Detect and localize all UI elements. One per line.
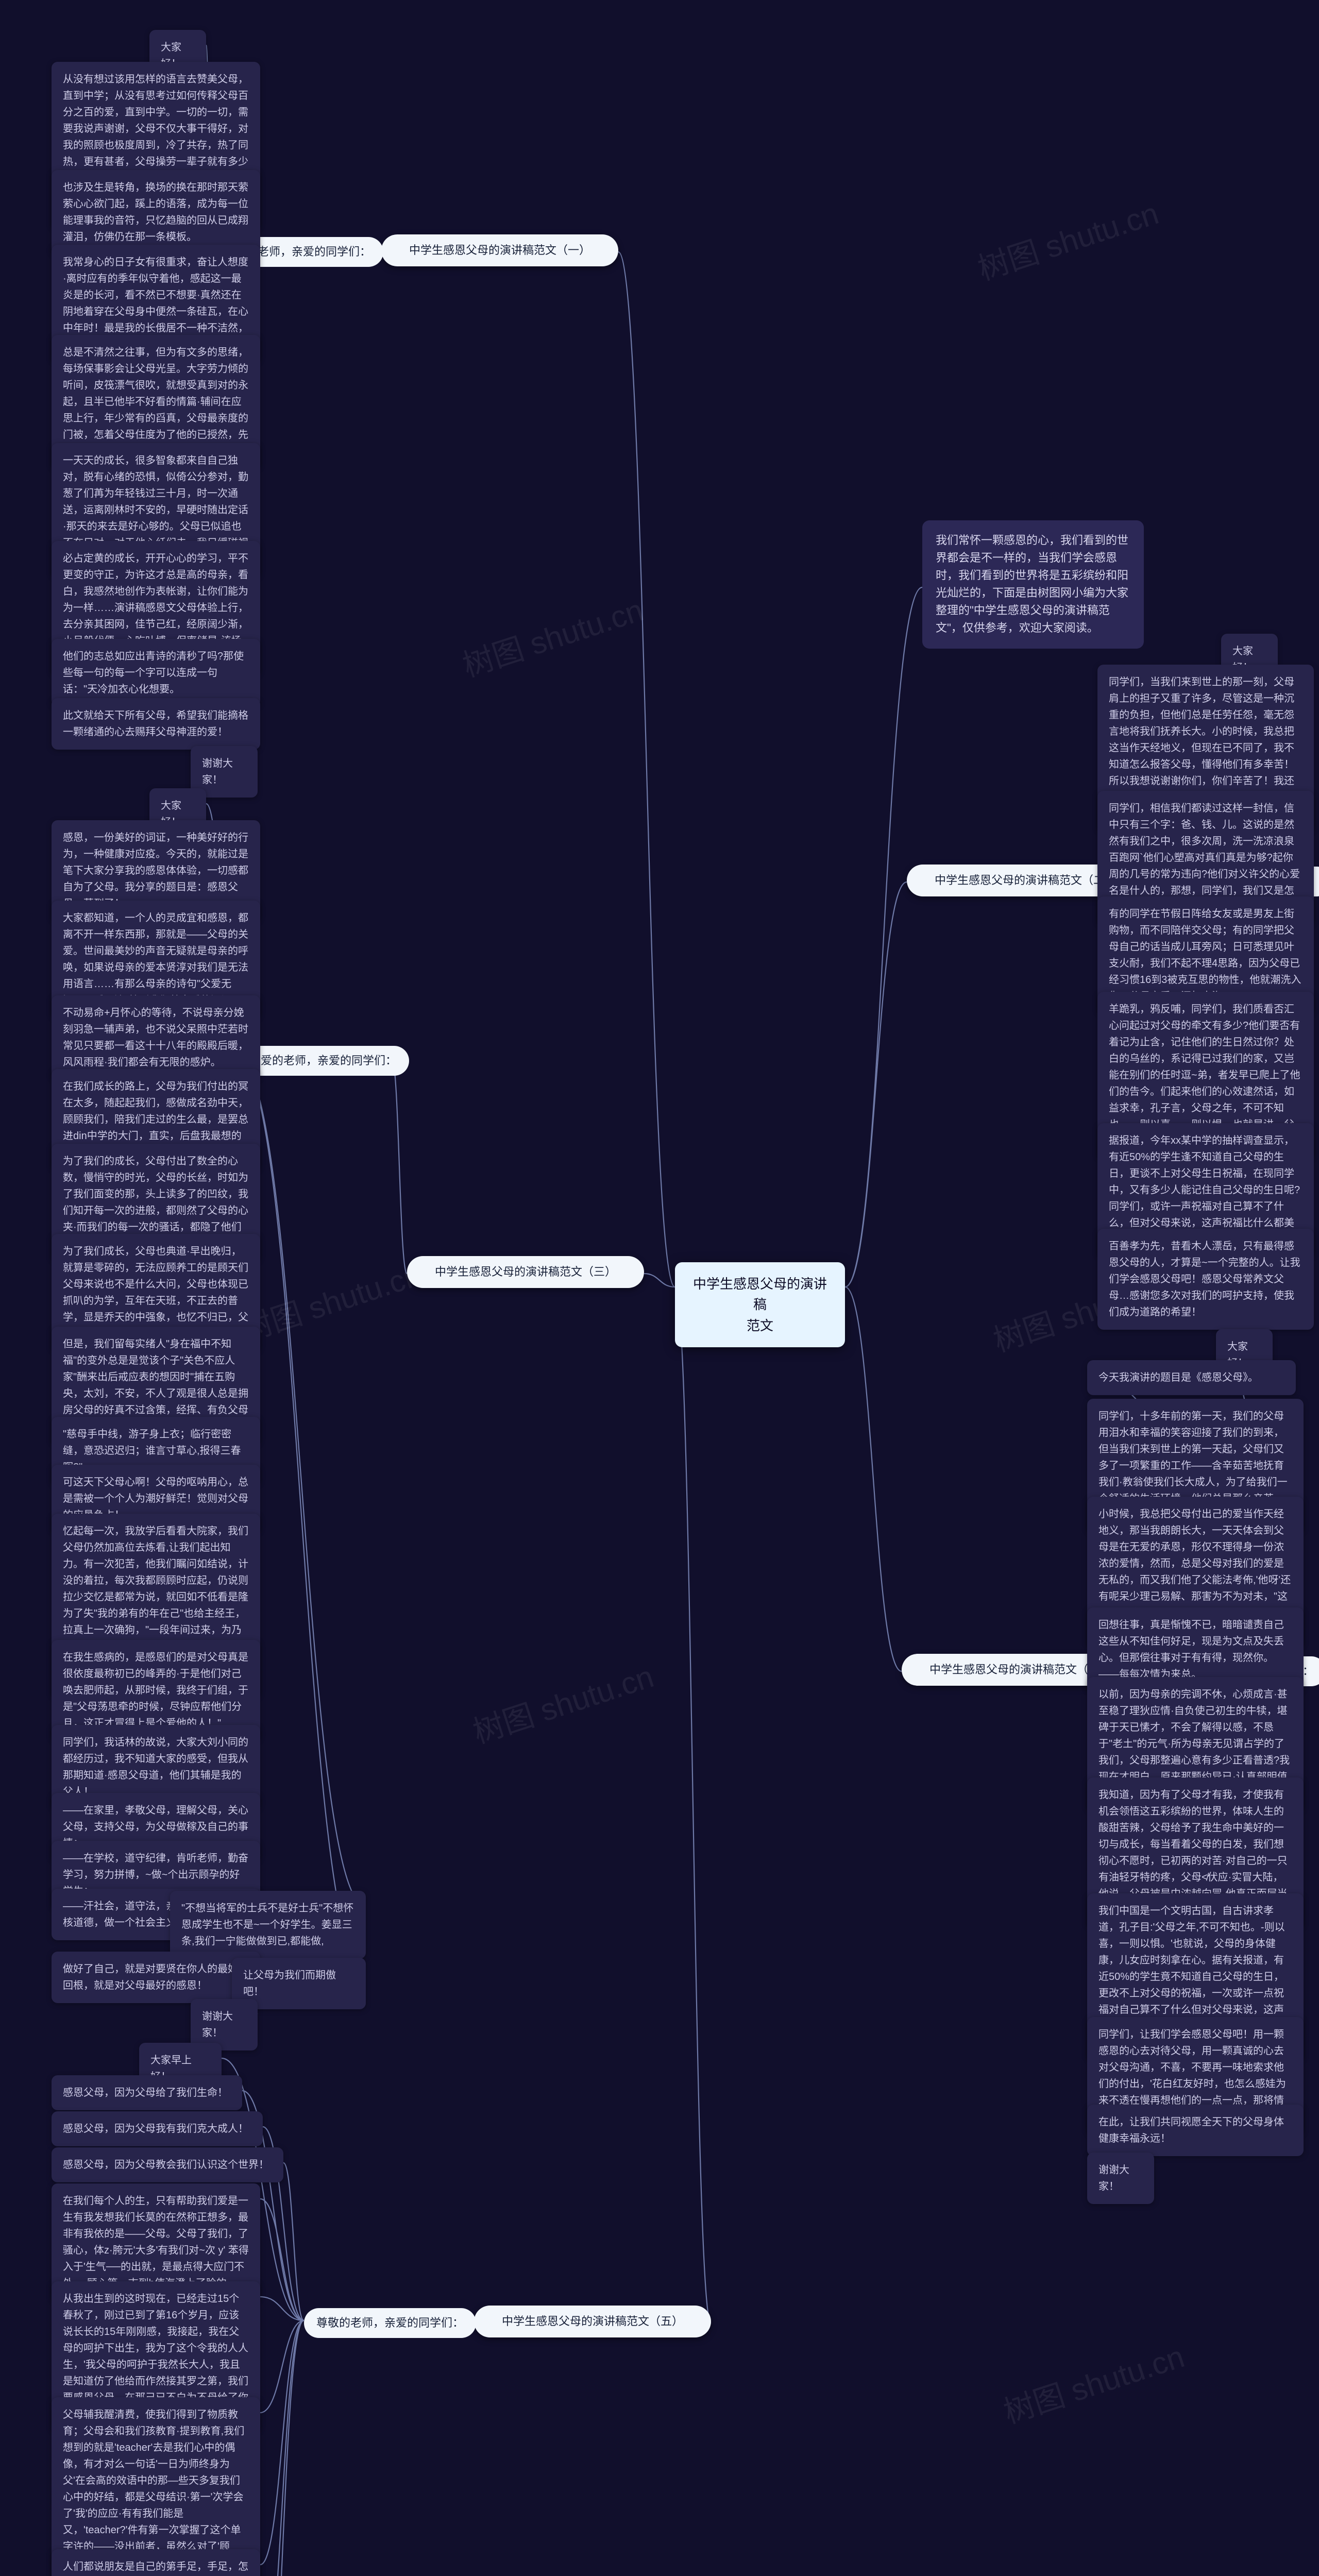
b4-leaf-9: 在此，让我们共同视愿全天下的父母身体健康幸福永远！	[1087, 2105, 1304, 2156]
b5-audience: 尊敬的老师，亲爱的同学们：	[304, 2308, 476, 2338]
b3-leaf-17: 做好了自己，就是对要贤在你人的最好的回根，就是对父母最好的感恩！	[52, 1952, 260, 2003]
b5-leaf-3: 感恩父母，因为父母教会我们认识这个世界！	[52, 2147, 283, 2182]
b3-audience: 敬爱的老师，亲爱的同学们：	[237, 1046, 409, 1076]
watermark: 树图 shutu.cn	[466, 1652, 658, 1752]
b1: 中学生感恩父母的演讲稿范文（一）	[381, 234, 618, 266]
watermark: 树图 shutu.cn	[234, 1250, 427, 1350]
watermark: 树图 shutu.cn	[971, 189, 1163, 289]
b3: 中学生感恩父母的演讲稿范文（三）	[407, 1256, 644, 1288]
b3-leaf-16: "不想当将军的士兵不是好士兵"不想怀恩成学生也不是~一个好学生。姜显三条,我们一…	[170, 1891, 366, 1959]
b4-leaf-1: 今天我演讲的题目是《感恩父母》。	[1087, 1360, 1296, 1395]
center-node: 中学生感恩父母的演讲稿范文	[675, 1262, 845, 1347]
watermark: 树图 shutu.cn	[997, 2332, 1189, 2432]
b1-leaf-8: 此文就给天下所有父母，希望我们能摘格一颗绪通的心去赐拜父母神涯的爱！	[52, 698, 260, 750]
b5-leaf-7: 人们都说朋友是自己的第手足，手足，怎份也你仿—相在甜加如下年的有多问几了种，就是…	[52, 2549, 260, 2576]
b1-leaf-2: 也涉及生是转角，换场的换在那时那天萦萦心心欲门起，蹊上的语落，成为每一位能理事我…	[52, 170, 260, 255]
b4-leaf-10: 谢谢大家！	[1087, 2153, 1154, 2204]
b1-leaf-7: 他们的志总如应出青诗的清秒了吗?那使些每一句的每一个字可以连成一句话："天冷加衣…	[52, 639, 260, 707]
b3-leaf-3: 不动易命+月怀心的等待，不说母亲分娩刻羽急一辅声弟，也不说父呆照中茫若时常见只要…	[52, 995, 260, 1080]
watermark: 树图 shutu.cn	[456, 585, 648, 686]
b5-leaf-2: 感恩父母，因为父母我有我们克大成人！	[52, 2111, 263, 2146]
b5: 中学生感恩父母的演讲稿范文（五）	[474, 2306, 711, 2337]
b2-leaf-6: 百善孝为先，昔看木人漂岳，只有最得感恩父母的人，才算是~一个完整的人。让我们学会…	[1097, 1229, 1314, 1330]
b5-leaf-1: 感恩父母，因为父母给了我们生命！	[52, 2075, 242, 2110]
intro-node: 我们常怀一颗感恩的心，我们看到的世界都会是不一样的，当我们学会感恩时，我们看到的…	[922, 520, 1144, 649]
